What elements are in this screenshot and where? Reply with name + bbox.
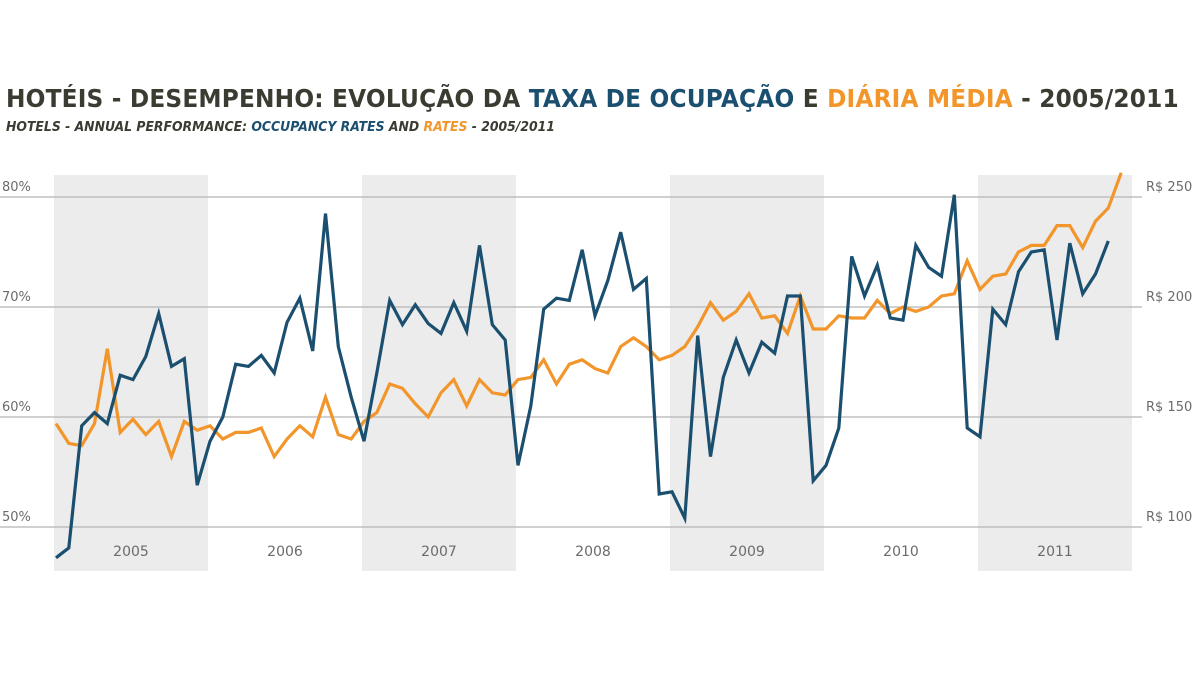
title-conjunction: E (794, 84, 828, 113)
series-lines (54, 172, 1123, 560)
year-band-2009 (670, 175, 824, 571)
year-label-2005: 2005 (113, 544, 149, 560)
subtitle-period: - 2005/2011 (467, 119, 555, 135)
subtitle-text: HOTELS - ANNUAL PERFORMANCE: (6, 119, 252, 135)
left-tick-label: 70% (2, 290, 31, 305)
title-period: - 2005/2011 (1012, 84, 1179, 113)
year-label-2010: 2010 (883, 544, 919, 560)
year-labels: 2005 2006 2007 2008 2009 2010 2011 (113, 544, 1073, 560)
year-bands (54, 175, 1132, 571)
subtitle-occupancy: OCCUPANCY RATES (251, 119, 385, 135)
right-axis-ticks: R$ 100 R$ 150 R$ 200 R$ 250 (1146, 180, 1192, 525)
year-label-2007: 2007 (421, 544, 457, 560)
chart-title: HOTÉIS - DESEMPENHO: EVOLUÇÃO DA TAXA DE… (6, 84, 1179, 113)
year-label-2008: 2008 (575, 544, 611, 560)
subtitle-conjunction: AND (384, 119, 424, 135)
title-daily-rate: DIÁRIA MÉDIA (827, 84, 1013, 113)
year-band-2005 (54, 175, 208, 571)
left-tick-label: 50% (2, 510, 31, 525)
right-tick-label: R$ 150 (1146, 400, 1192, 415)
right-tick-label: R$ 100 (1146, 510, 1192, 525)
chart-subtitle: HOTELS - ANNUAL PERFORMANCE: OCCUPANCY R… (6, 119, 555, 135)
right-tick-label: R$ 200 (1146, 290, 1192, 305)
occupancy-line (55, 194, 1110, 560)
daily-rate-line (54, 172, 1123, 462)
year-label-2009: 2009 (729, 544, 765, 560)
title-occupancy: TAXA DE OCUPAÇÃO (528, 84, 795, 113)
year-label-2011: 2011 (1037, 544, 1073, 560)
subtitle-rates: RATES (423, 119, 468, 135)
left-tick-label: 60% (2, 400, 31, 415)
year-band-2007 (362, 175, 516, 571)
left-axis-ticks: 50% 60% 70% 80% (2, 180, 31, 525)
title-text: HOTÉIS - DESEMPENHO: EVOLUÇÃO DA (6, 84, 529, 113)
left-tick-label: 80% (2, 180, 31, 195)
right-tick-label: R$ 250 (1146, 180, 1192, 195)
year-label-2006: 2006 (267, 544, 303, 560)
year-band-2011 (978, 175, 1132, 571)
